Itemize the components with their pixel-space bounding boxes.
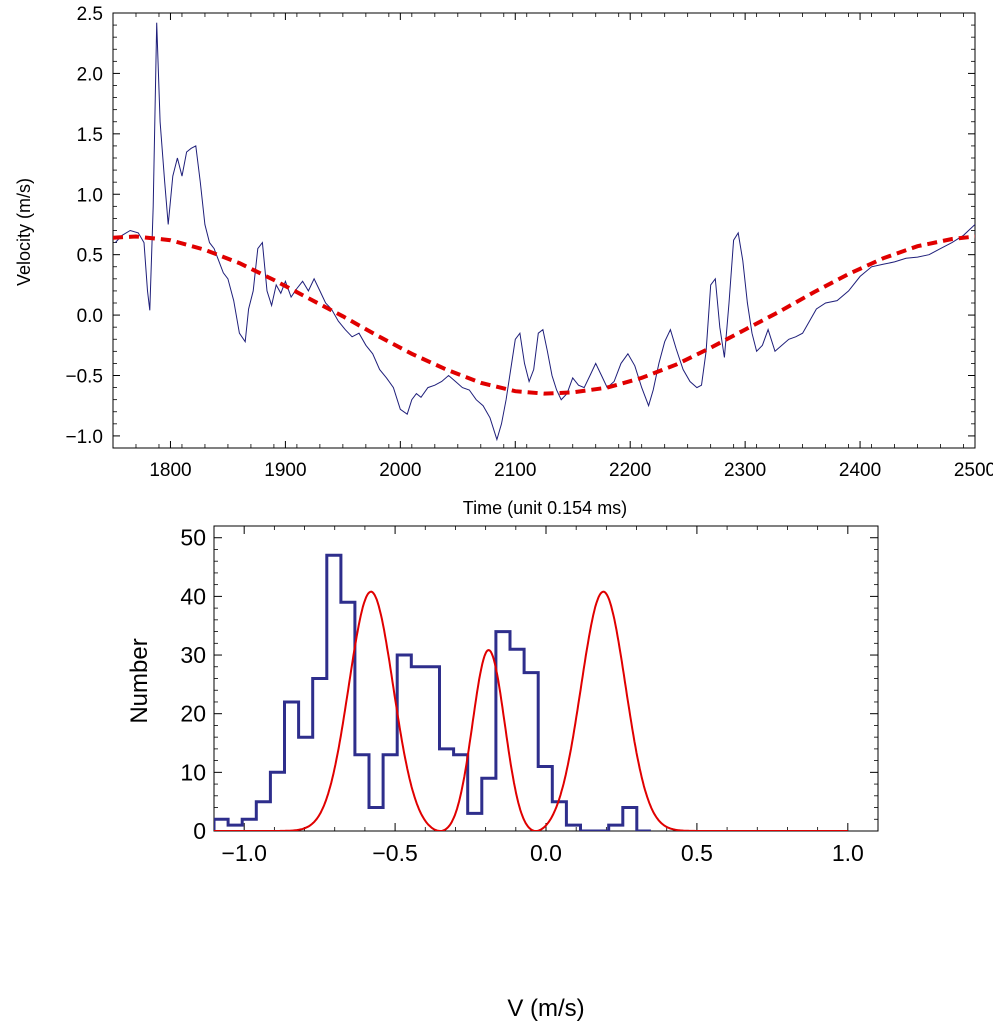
bottom-y-axis-label: Number — [126, 638, 153, 723]
top-x-tick-label: 1900 — [264, 460, 306, 481]
bottom-y-tick-label: 30 — [180, 642, 206, 668]
top-y-tick-label: −1.0 — [65, 427, 103, 448]
top-y-tick-label: 1.5 — [77, 125, 103, 146]
bottom-y-tick-labels: 0 10 20 30 40 50 — [180, 525, 206, 844]
top-x-axis-label: Time (unit 0.154 ms) — [463, 498, 627, 518]
sinusoidal-fit-line — [113, 234, 975, 396]
top-x-tick-label: 2500 — [954, 460, 993, 481]
velocity-time-chart: 1800 1900 2000 2100 2200 2300 2400 2500 −1.0 −0.… — [14, 4, 993, 518]
top-x-tick-labels: 1800 1900 2000 2100 2200 2300 2400 2500 — [149, 460, 993, 481]
bottom-y-tick-label: 0 — [193, 818, 206, 844]
top-y-axis-label: Velocity (m/s) — [14, 178, 34, 286]
bottom-y-tick-label: 10 — [180, 759, 206, 785]
top-y-tick-label: 1.0 — [77, 185, 103, 206]
bottom-x-tick-label: 0.5 — [681, 840, 713, 866]
top-y-tick-label: 0.5 — [77, 246, 103, 267]
top-axis-ticks — [112, 12, 976, 449]
histogram-step-line — [214, 553, 651, 831]
bottom-x-tick-label: 1.0 — [832, 840, 864, 866]
top-x-tick-label: 2000 — [379, 460, 421, 481]
bottom-y-tick-label: 40 — [180, 583, 206, 609]
fit-curve-line — [214, 590, 848, 831]
top-x-tick-label: 1800 — [149, 460, 191, 481]
bottom-x-tick-labels: −1.0 −0.5 0.0 0.5 1.0 — [221, 840, 863, 866]
top-x-tick-label: 2100 — [494, 460, 536, 481]
bottom-x-tick-label: 0.0 — [530, 840, 562, 866]
bottom-x-tick-label: −0.5 — [372, 840, 417, 866]
top-y-tick-label: −0.5 — [65, 367, 103, 388]
top-y-tick-labels: −1.0 −0.5 0.0 0.5 1.0 1.5 2.0 2.5 — [65, 4, 103, 448]
bottom-y-tick-label: 50 — [180, 525, 206, 551]
bottom-x-tick-label: −1.0 — [221, 840, 266, 866]
top-plot-frame — [112, 12, 976, 449]
top-y-tick-label: 0.0 — [77, 306, 103, 327]
top-x-tick-label: 2200 — [609, 460, 651, 481]
top-x-tick-label: 2400 — [839, 460, 881, 481]
top-x-tick-label: 2300 — [724, 460, 766, 481]
top-y-tick-label: 2.0 — [77, 64, 103, 85]
bottom-y-tick-label: 20 — [180, 701, 206, 727]
bottom-x-axis-label: V (m/s) — [507, 995, 584, 1022]
velocity-histogram-chart: −1.0 −0.5 0.0 0.5 1.0 0 10 20 30 40 50 V (m/s) Nu… — [126, 525, 879, 1022]
velocity-series-line — [114, 22, 975, 442]
top-y-tick-label: 2.5 — [77, 4, 103, 25]
